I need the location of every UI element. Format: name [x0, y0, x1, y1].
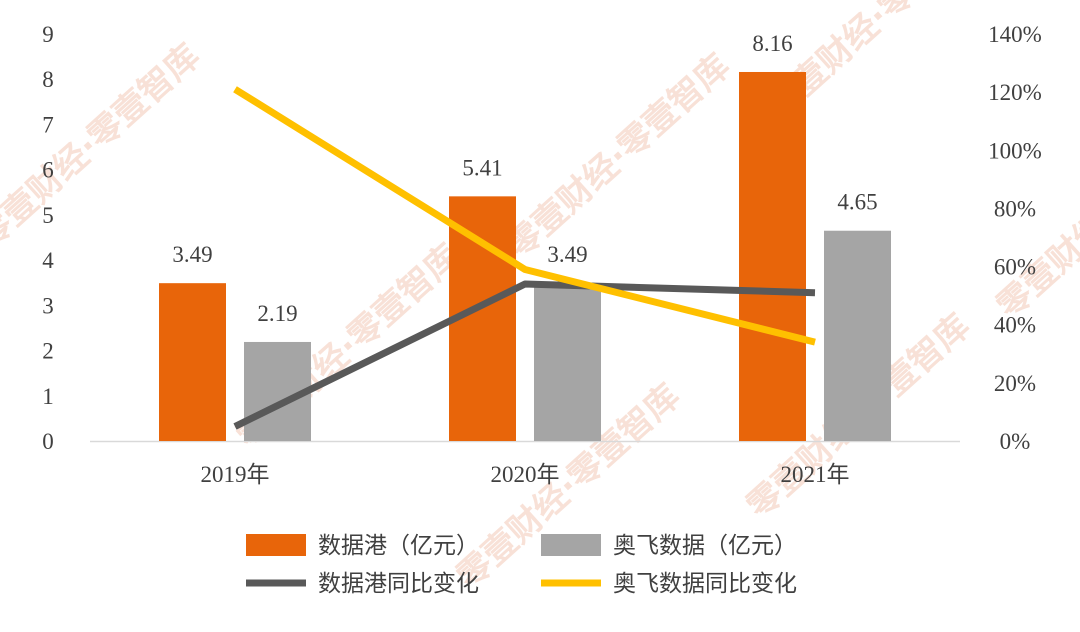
legend-item: 数据港同比变化 — [246, 571, 479, 597]
bar — [824, 230, 891, 441]
series-line — [233, 86, 816, 346]
x-category-label: 2019年 — [201, 462, 270, 487]
y-left-tick-label: 0 — [42, 429, 54, 454]
bar — [534, 283, 601, 441]
y-left-tick-label: 2 — [42, 339, 54, 364]
y-left-tick-label: 9 — [42, 22, 54, 47]
y-right-tick-label: 100% — [988, 138, 1042, 163]
bar — [159, 283, 226, 441]
watermark-text: 零壹财经·零壹智库 — [499, 46, 738, 266]
bar-data-label: 3.49 — [172, 242, 212, 267]
series-line — [233, 280, 816, 430]
y-left-tick-label: 6 — [42, 158, 54, 183]
y-left-tick-label: 5 — [42, 203, 54, 228]
bar-data-label: 3.49 — [547, 242, 587, 267]
legend: 数据港（亿元） 奥飞数据（亿元） 数据港同比变化 奥飞数据同比变化 — [246, 533, 797, 597]
bar-data-label: 2.19 — [257, 301, 297, 326]
y-right-tick-label: 40% — [994, 313, 1036, 338]
bar-data-label: 5.41 — [462, 155, 502, 180]
legend-label: 数据港（亿元） — [318, 533, 479, 559]
legend-swatch — [246, 534, 306, 556]
y-left-tick-label: 7 — [42, 112, 54, 137]
y-right-tick-label: 20% — [994, 371, 1036, 396]
y-right-tick-label: 80% — [994, 196, 1036, 221]
axes: 0 1 2 3 4 5 6 7 8 9 0% 20% 40% 60% 80% 100% 120% 140% 2019… — [42, 22, 1042, 487]
y-right-tick-label: 140% — [988, 22, 1042, 47]
legend-swatch — [541, 534, 601, 556]
x-category-label: 2021年 — [781, 462, 850, 487]
y-left-tick-label: 8 — [42, 67, 54, 92]
legend-label: 奥飞数据（亿元） — [613, 533, 797, 559]
y-right-tick-label: 120% — [988, 80, 1042, 105]
bars — [159, 71, 891, 441]
watermark-text: 零壹财经·零壹智库 — [0, 36, 208, 256]
legend-item: 奥飞数据同比变化 — [541, 571, 797, 597]
bar-data-label: 4.65 — [837, 190, 877, 215]
legend-item: 奥飞数据（亿元） — [541, 533, 797, 559]
legend-item: 数据港（亿元） — [246, 533, 479, 559]
y-left-tick-label: 1 — [42, 384, 54, 409]
bar-data-label: 8.16 — [752, 31, 792, 56]
y-right-tick-label: 0% — [1000, 429, 1031, 454]
legend-label: 奥飞数据同比变化 — [613, 571, 797, 597]
x-category-label: 2020年 — [491, 462, 560, 487]
y-left-tick-label: 4 — [42, 248, 54, 273]
bar — [739, 71, 806, 441]
legend-label: 数据港同比变化 — [318, 571, 479, 597]
y-right-tick-label: 60% — [994, 255, 1036, 280]
lines — [233, 86, 816, 430]
data-labels: 3.49 5.41 8.16 2.19 3.49 4.65 — [172, 31, 877, 326]
y-left-tick-label: 3 — [42, 293, 54, 318]
